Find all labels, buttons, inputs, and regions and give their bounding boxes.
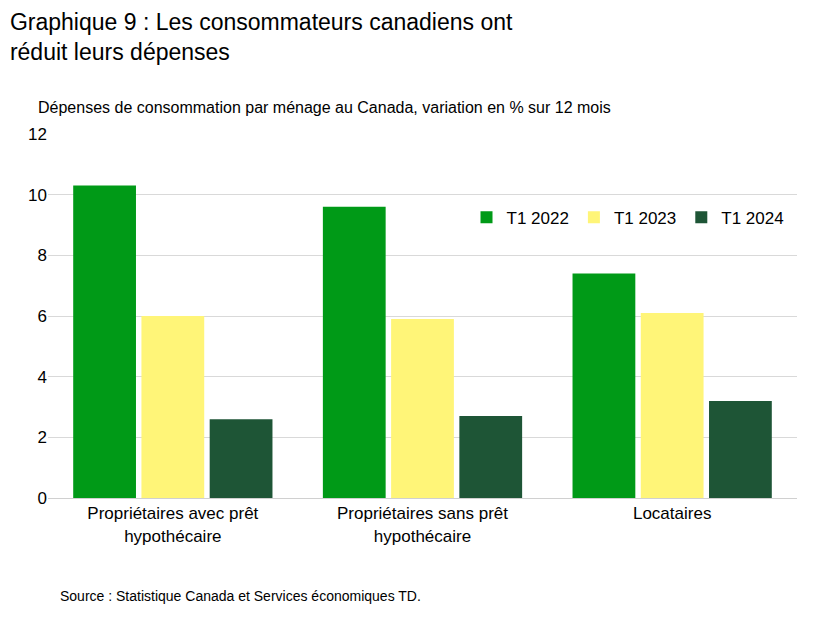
svg-text:Propriétaires sans prêthypothé: Propriétaires sans prêthypothécaire: [337, 504, 508, 545]
svg-text:6: 6: [38, 307, 47, 326]
svg-text:Dépenses de consommation par m: Dépenses de consommation par ménage au C…: [38, 99, 611, 116]
svg-text:Source : Statistique Canada et: Source : Statistique Canada et Services …: [60, 588, 421, 604]
svg-text:T1 2022: T1 2022: [507, 209, 569, 228]
svg-text:Propriétaires avec prêthypothé: Propriétaires avec prêthypothécaire: [87, 504, 258, 545]
svg-text:0: 0: [38, 489, 47, 508]
svg-text:Locataires: Locataires: [633, 504, 711, 523]
svg-text:2: 2: [38, 428, 47, 447]
svg-text:12: 12: [28, 125, 47, 144]
svg-text:4: 4: [38, 368, 47, 387]
svg-text:8: 8: [38, 246, 47, 265]
svg-text:T1 2024: T1 2024: [721, 209, 783, 228]
svg-text:10: 10: [28, 186, 47, 205]
svg-text:Graphique 9 : Les consommateur: Graphique 9 : Les consommateurs canadien…: [10, 9, 513, 65]
svg-text:T1 2023: T1 2023: [614, 209, 676, 228]
